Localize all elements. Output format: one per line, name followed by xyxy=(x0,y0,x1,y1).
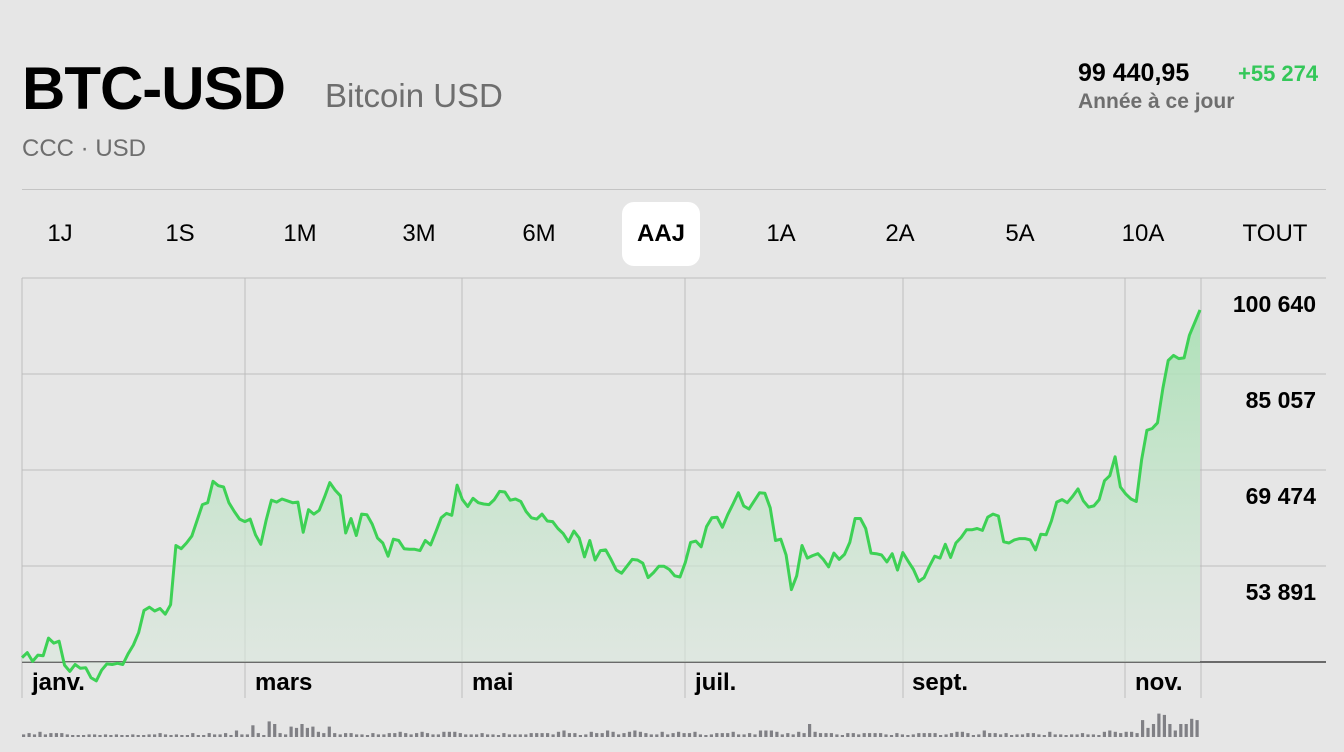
x-axis-label: sept. xyxy=(912,669,969,696)
header-divider xyxy=(22,189,1326,190)
range-tab-10a[interactable]: 10A xyxy=(1121,220,1165,247)
security-name: Bitcoin USD xyxy=(325,77,503,114)
price-line xyxy=(20,309,1202,683)
range-tab-3m[interactable]: 3M xyxy=(402,220,436,247)
range-tab-2a[interactable]: 2A xyxy=(885,220,915,247)
x-axis-label: mai xyxy=(472,669,514,696)
price-area-fill xyxy=(22,309,1200,681)
y-axis-label: 53 891 xyxy=(1245,579,1316,605)
time-range-selector: 1J 1S 1M 3M 6M AAJ 1A 2A 5A 10A TOUT xyxy=(0,202,1344,266)
range-tab-1s[interactable]: 1S xyxy=(165,220,195,247)
ticker-symbol: BTC-USD xyxy=(22,55,286,122)
y-axis-label: 85 057 xyxy=(1245,387,1316,413)
y-axis-label: 69 474 xyxy=(1245,483,1316,509)
range-tab-tout[interactable]: TOUT xyxy=(1242,220,1308,247)
x-axis-label: juil. xyxy=(695,669,737,696)
period-label: Année à ce jour xyxy=(1078,90,1235,113)
price-chart-canvas[interactable] xyxy=(0,270,1344,752)
exchange-currency: CCC · USD xyxy=(22,135,146,162)
range-tab-6m[interactable]: 6M xyxy=(522,220,556,247)
current-price: 99 440,95 xyxy=(1078,59,1190,87)
range-tab-1j[interactable]: 1J xyxy=(47,220,73,247)
range-tab-5a[interactable]: 5A xyxy=(1005,220,1035,247)
x-axis-label: mars xyxy=(255,669,313,696)
range-tab-1m[interactable]: 1M xyxy=(283,220,317,247)
x-axis-label: janv. xyxy=(32,669,85,696)
range-tab-aaj[interactable]: AAJ xyxy=(622,202,700,266)
price-change: +55 274 xyxy=(1238,61,1319,86)
x-axis-label: nov. xyxy=(1135,669,1183,696)
y-axis-label: 100 640 xyxy=(1232,291,1316,317)
volume-bars xyxy=(22,713,1199,737)
range-tab-1a[interactable]: 1A xyxy=(766,220,796,247)
price-chart[interactable]: 100 640 85 057 69 474 53 891 janv. mars … xyxy=(0,270,1344,752)
